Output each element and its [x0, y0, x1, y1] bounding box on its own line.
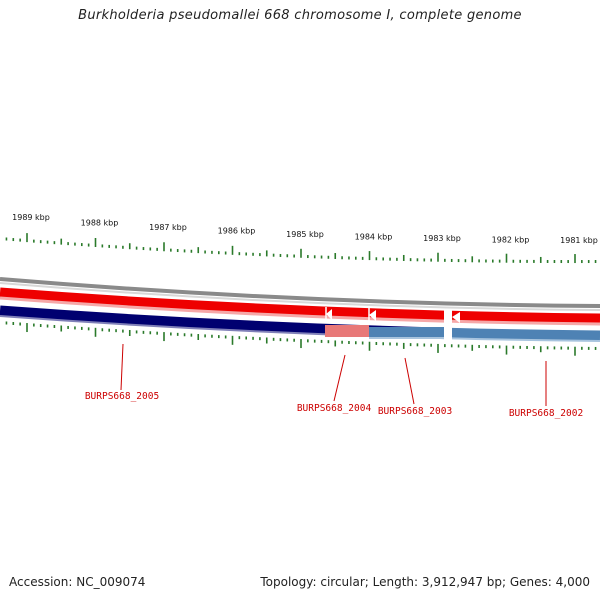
scale-ticks-top [5, 233, 597, 264]
scale-label: 1981 kbp [560, 236, 598, 245]
scale-labels: 1989 kbp 1988 kbp 1987 kbp 1986 kbp 1985 kbp… [12, 213, 598, 245]
scale-label: 1984 kbp [355, 232, 393, 241]
gene-label: BURPS668_2005 [85, 391, 159, 402]
forward-cds-track [0, 287, 600, 326]
gene-leader-line [404, 357, 415, 405]
gene-label: BURPS668_2004 [297, 403, 372, 414]
scale-label: 1985 kbp [286, 230, 324, 239]
scale-label: 1982 kbp [492, 235, 530, 244]
scale-label: 1987 kbp [149, 223, 187, 232]
genome-summary-text: Topology: circular; Length: 3,912,947 bp… [260, 575, 590, 589]
gene-block-2003 [369, 327, 444, 339]
scale-label: 1983 kbp [423, 234, 461, 243]
backbone-track [0, 277, 600, 311]
gene-track [0, 305, 600, 342]
scale-label: 1988 kbp [81, 218, 119, 227]
gene-leader-line [120, 343, 124, 391]
gene-labels: BURPS668_2005 BURPS668_2004 BURPS668_2003 B… [85, 343, 583, 419]
gene-leader-line [333, 354, 346, 402]
cds-arrow-1 [326, 309, 332, 320]
gene-label: BURPS668_2003 [378, 406, 452, 417]
cds-arrow-3 [452, 312, 460, 323]
cds-arrow-2 [369, 310, 376, 321]
gene-block-2004 [325, 325, 369, 337]
accession-text: Accession: NC_009074 [9, 575, 146, 589]
scale-label: 1986 kbp [218, 227, 256, 236]
map-title: Burkholderia pseudomallei 668 chromosome… [78, 8, 522, 23]
gene-label: BURPS668_2002 [509, 408, 583, 419]
scale-label: 1989 kbp [12, 213, 50, 222]
scale-ticks-bottom [5, 321, 597, 356]
